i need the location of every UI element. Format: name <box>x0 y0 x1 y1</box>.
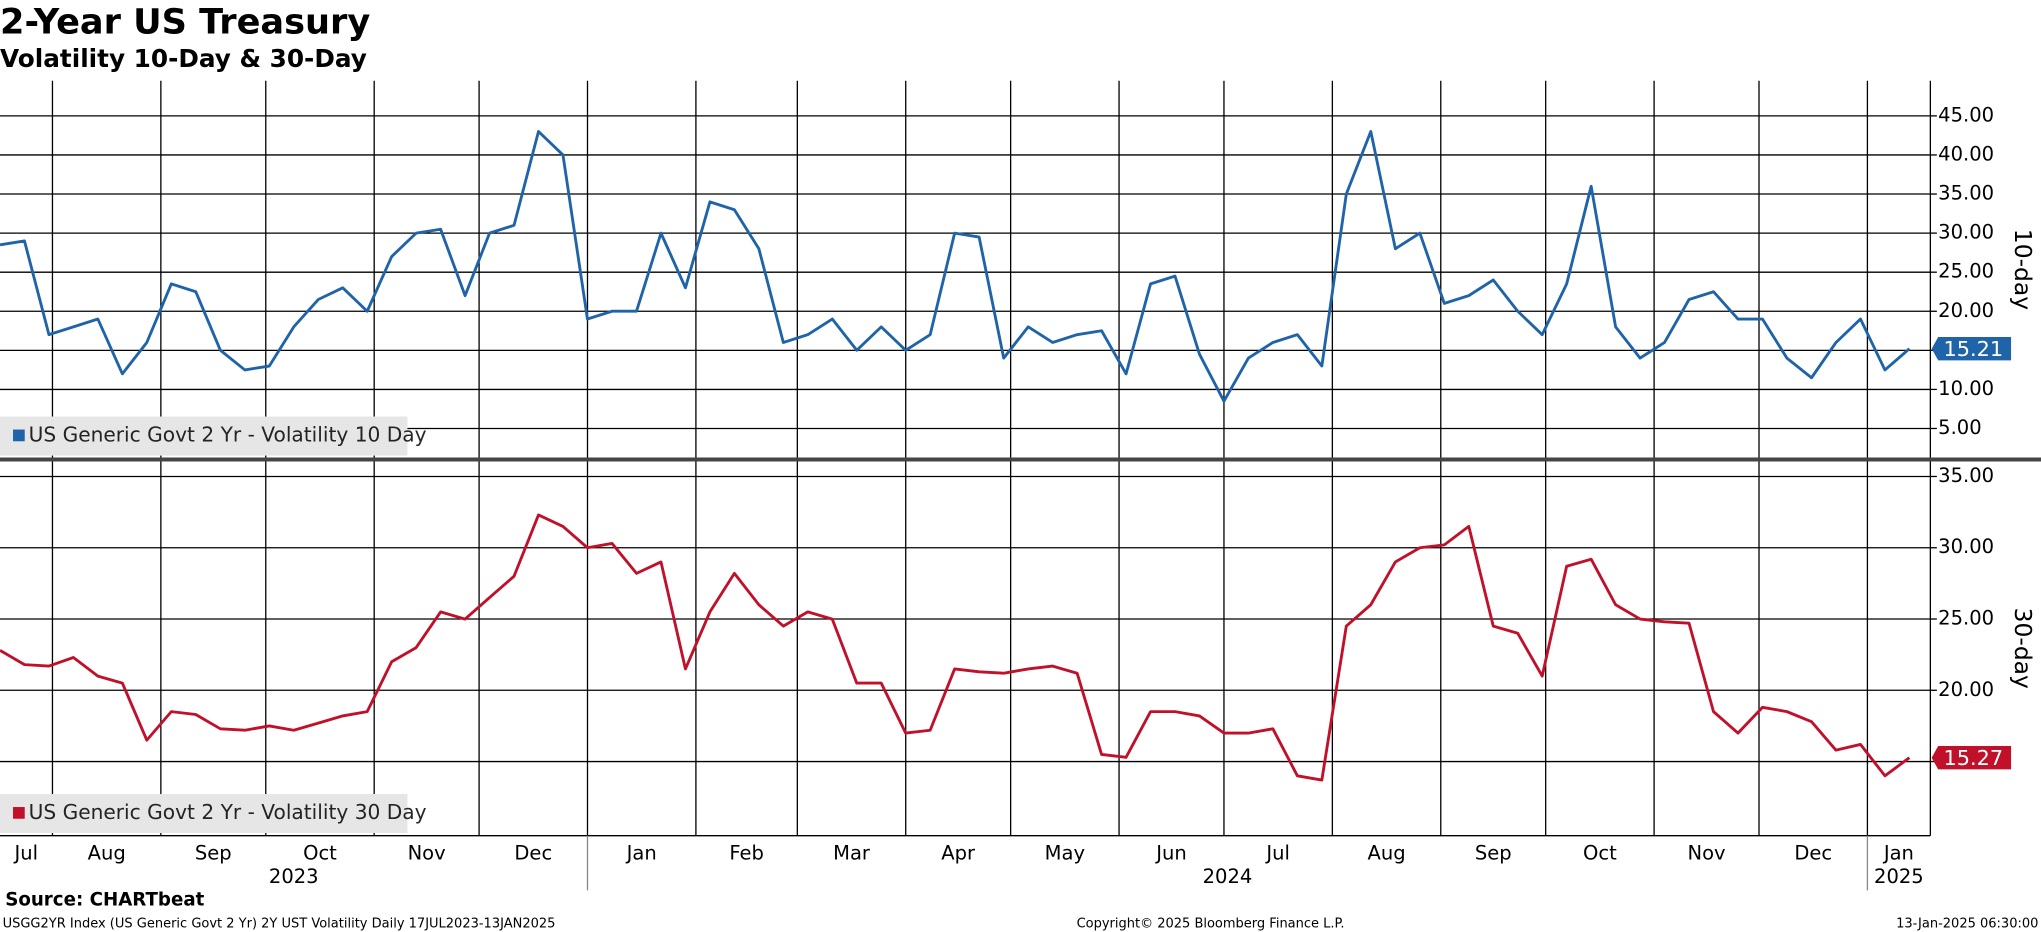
x-tick-label: Jan <box>625 841 657 864</box>
y-tick-label: 20.00 <box>1938 299 1994 322</box>
y-tick-label: 45.00 <box>1938 103 1994 126</box>
y-axis-label: 30-day <box>2009 608 2037 689</box>
y-tick-label: 25.00 <box>1938 607 1994 630</box>
x-tick-label: Aug <box>1368 841 1406 864</box>
y-tick-label: 40.00 <box>1938 142 1994 165</box>
legend-swatch <box>13 807 25 819</box>
chart-subtitle: Volatility 10-Day & 30-Day <box>0 44 367 73</box>
x-tick-label: Jan <box>1882 841 1914 864</box>
y-axis-label: 10-day <box>2009 229 2037 310</box>
year-label: 2024 <box>1203 865 1253 888</box>
x-tick-label: Aug <box>88 841 126 864</box>
x-tick-label: Sep <box>195 841 232 864</box>
x-tick-label: Sep <box>1475 841 1512 864</box>
x-tick-label: Jun <box>1154 841 1187 864</box>
y-tick-label: 35.00 <box>1938 182 1994 205</box>
y-tick-label: 25.00 <box>1938 260 1994 283</box>
y-tick-label: 30.00 <box>1938 535 1994 558</box>
footer-description: USGG2YR Index (US Generic Govt 2 Yr) 2Y … <box>3 917 556 932</box>
x-tick-label: Apr <box>941 841 976 864</box>
y-tick-label: 10.00 <box>1938 377 1994 400</box>
data-line <box>0 130 1911 403</box>
last-value-label: 15.27 <box>1944 746 2004 770</box>
timestamp: 13-Jan-2025 06:30:00 <box>1896 917 2038 932</box>
legend-swatch <box>13 429 25 442</box>
copyright: Copyright© 2025 Bloomberg Finance L.P. <box>1077 917 1345 932</box>
x-tick-label: Jul <box>12 841 38 864</box>
legend-label: US Generic Govt 2 Yr - Volatility 30 Day <box>29 800 427 824</box>
y-tick-label: 30.00 <box>1938 221 1994 244</box>
x-tick-label: Nov <box>1688 841 1726 864</box>
last-value-label: 15.21 <box>1944 337 2004 361</box>
data-line <box>0 513 1911 782</box>
last-value-tag <box>1931 336 2012 361</box>
x-tick-label: Nov <box>408 841 446 864</box>
y-tick-label: 35.00 <box>1938 464 1994 487</box>
x-tick-label: Dec <box>514 841 552 864</box>
x-tick-label: May <box>1045 841 1085 864</box>
x-tick-label: Jul <box>1264 841 1290 864</box>
last-value-tag <box>1931 745 2012 770</box>
year-label: 2025 <box>1874 865 1924 888</box>
y-tick-label: 5.00 <box>1938 416 1981 439</box>
x-tick-label: Dec <box>1794 841 1832 864</box>
legend-box <box>0 794 408 834</box>
x-tick-label: Oct <box>1583 841 1617 864</box>
x-tick-label: Oct <box>303 841 337 864</box>
chart-title: 2-Year US Treasury <box>0 1 370 42</box>
legend-box <box>0 416 408 456</box>
x-tick-label: Mar <box>833 841 871 864</box>
y-tick-label: 20.00 <box>1938 678 1994 701</box>
source: Source: CHARTbeat <box>5 890 204 911</box>
legend-label: US Generic Govt 2 Yr - Volatility 10 Day <box>29 423 427 447</box>
x-tick-label: Feb <box>729 841 764 864</box>
year-label: 2023 <box>269 865 319 888</box>
